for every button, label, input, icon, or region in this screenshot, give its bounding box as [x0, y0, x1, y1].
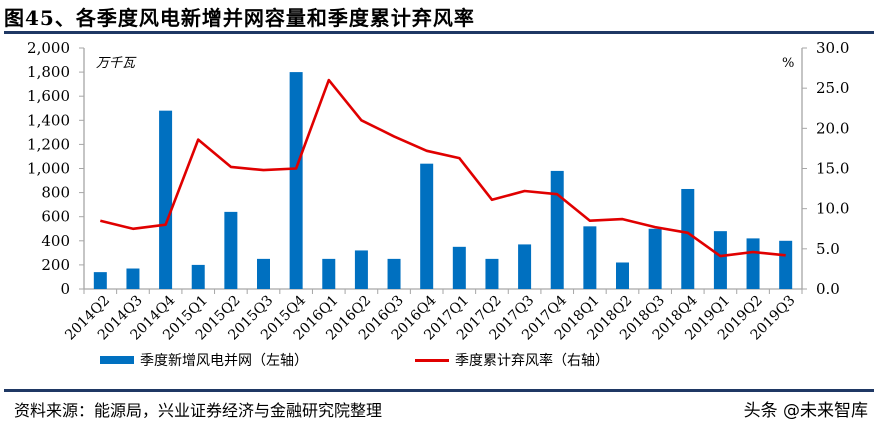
watermark: 头条 @未来智库: [743, 401, 868, 421]
left-axis-unit: 万千瓦: [96, 56, 137, 71]
bar: [681, 188, 695, 289]
left-tick-label: 1,600: [27, 87, 70, 105]
bar: [648, 228, 662, 289]
left-tick-label: 200: [41, 256, 70, 274]
bar: [779, 240, 793, 289]
bar: [126, 268, 140, 289]
left-tick-label: 2,000: [27, 39, 70, 57]
right-tick-label: 25.0: [816, 79, 849, 97]
bar: [93, 272, 107, 289]
legend-bar-swatch: [100, 356, 134, 364]
left-tick-label: 1,800: [27, 63, 70, 81]
left-tick-label: 1,200: [27, 135, 70, 153]
bar: [224, 211, 238, 289]
bar: [452, 246, 466, 289]
bar: [387, 258, 401, 289]
right-tick-label: 0.0: [816, 280, 840, 298]
bar: [159, 110, 173, 289]
left-tick-label: 1,400: [27, 111, 70, 129]
bar: [420, 163, 434, 289]
legend-line: 季度累计弃风率（右轴）: [415, 350, 609, 370]
right-tick-label: 5.0: [816, 240, 840, 258]
bar: [191, 264, 205, 289]
bar: [289, 72, 303, 289]
left-tick-label: 600: [41, 208, 70, 226]
bar: [485, 258, 499, 289]
chart-title: 图45、各季度风电新增并网容量和季度累计弃风率: [4, 6, 475, 30]
bar: [583, 226, 597, 289]
bar: [713, 231, 727, 289]
right-tick-label: 10.0: [816, 200, 849, 218]
left-tick-label: 0: [60, 280, 70, 298]
right-axis-unit: %: [782, 56, 794, 71]
bar: [257, 258, 270, 289]
title-rule: [4, 31, 874, 34]
bar: [354, 250, 368, 289]
right-tick-label: 20.0: [816, 119, 849, 137]
bar: [518, 244, 532, 289]
bar: [746, 238, 760, 289]
left-tick-label: 1,000: [27, 160, 70, 178]
left-tick-label: 800: [41, 184, 70, 202]
bar: [550, 170, 564, 289]
left-tick-label: 400: [41, 232, 70, 250]
right-tick-label: 15.0: [816, 160, 849, 178]
footer-rule: [4, 389, 874, 392]
legend-line-label: 季度累计弃风率（右轴）: [455, 353, 609, 369]
curtailment-line: [99, 78, 786, 258]
legend-bar: 季度新增风电并网（左轴）: [100, 350, 308, 370]
bar: [322, 258, 336, 289]
legend-bar-label: 季度新增风电并网（左轴）: [140, 353, 308, 369]
bar: [616, 262, 629, 289]
right-tick-label: 30.0: [816, 39, 849, 57]
legend-line-swatch: [415, 358, 449, 362]
source-note: 资料来源：能源局，兴业证券经济与金融研究院整理: [14, 401, 383, 420]
chart-area: 0 200 400 600 800 1,000 1,200 1,400 1,600 1,800 2,…: [27, 39, 849, 343]
